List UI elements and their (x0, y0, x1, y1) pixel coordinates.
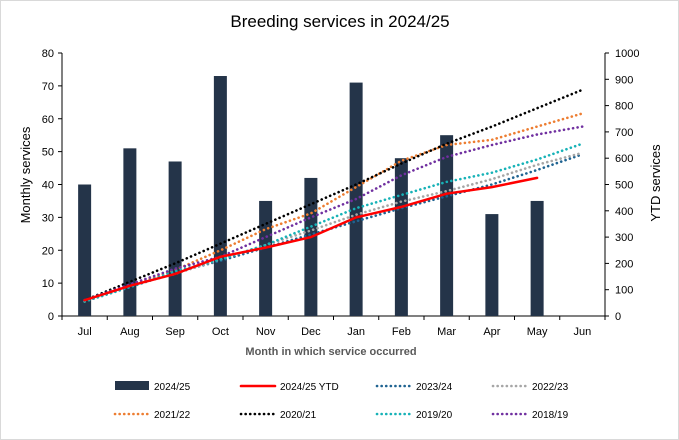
y-axis-ticks: 0 10 20 30 40 50 60 70 80 (42, 48, 62, 323)
x-tick-label: Dec (301, 326, 321, 338)
bar (304, 177, 318, 316)
bar (530, 200, 544, 316)
y2-axis-ticks: 0 100 200 300 400 500 600 700 800 900 1000 (605, 48, 639, 323)
y2-tick-label: 400 (615, 206, 633, 218)
y-tick-label: 50 (42, 147, 54, 159)
series-line (83, 125, 584, 302)
chart-title: Breeding services in 2024/25 (230, 12, 449, 31)
bar (394, 158, 408, 316)
x-tick-label: Oct (212, 326, 229, 338)
y2-axis-label: YTD services (648, 144, 663, 222)
x-tick-label: Feb (392, 326, 411, 338)
legend-label: 2024/25 YTD (280, 382, 339, 393)
y2-tick-label: 300 (615, 232, 633, 244)
legend-label: 2019/20 (416, 410, 453, 421)
bar (168, 161, 182, 316)
bar-series (78, 76, 544, 317)
x-tick-label: Jul (78, 326, 92, 338)
x-tick-label: Nov (256, 326, 276, 338)
bar (213, 76, 227, 316)
y-tick-label: 80 (42, 48, 54, 60)
x-tick-label: Mar (437, 326, 456, 338)
x-axis-ticks: Jul Aug Sep Oct Nov Dec Jan Feb Mar Apr May Jun (61, 316, 606, 338)
line-series (83, 88, 584, 303)
y-tick-label: 60 (42, 114, 54, 126)
bar (259, 200, 273, 316)
y2-tick-label: 600 (615, 153, 633, 165)
bar (485, 214, 499, 316)
bar (123, 148, 137, 316)
y2-tick-label: 200 (615, 258, 633, 270)
legend: 2024/25 2024/25 YTD 2023/24 2022/23 2021/22 2… (113, 381, 569, 421)
legend-label: 2022/23 (532, 382, 569, 393)
x-tick-label: Apr (483, 326, 500, 338)
legend-label: 2018/19 (532, 410, 569, 421)
legend-label: 2021/22 (154, 410, 191, 421)
y2-tick-label: 0 (615, 311, 621, 323)
series-line (83, 88, 584, 302)
y-tick-label: 30 (42, 212, 54, 224)
x-axis-label: Month in which service occurred (245, 346, 416, 358)
y2-tick-label: 1000 (615, 48, 639, 60)
series-line (83, 142, 584, 303)
x-tick-label: Aug (120, 326, 140, 338)
bar (78, 184, 92, 316)
y-tick-label: 10 (42, 278, 54, 290)
y2-tick-label: 900 (615, 74, 633, 86)
legend-label: 2024/25 (154, 382, 191, 393)
legend-swatch (115, 381, 149, 390)
y2-tick-label: 100 (615, 285, 633, 297)
series-line (83, 176, 539, 302)
y2-tick-label: 700 (615, 127, 633, 139)
x-tick-label: Jan (347, 326, 365, 338)
y-tick-label: 20 (42, 245, 54, 257)
x-tick-label: Sep (165, 326, 185, 338)
y2-tick-label: 800 (615, 101, 633, 113)
legend-label: 2020/21 (280, 410, 317, 421)
y-tick-label: 40 (42, 180, 54, 192)
x-tick-label: Jun (574, 326, 592, 338)
y-tick-label: 0 (48, 311, 54, 323)
x-tick-label: May (527, 326, 548, 338)
legend-label: 2023/24 (416, 382, 453, 393)
y-axis-label: Monthly services (18, 126, 33, 223)
bar (440, 135, 454, 316)
y2-tick-label: 500 (615, 180, 633, 192)
y-tick-label: 70 (42, 81, 54, 93)
